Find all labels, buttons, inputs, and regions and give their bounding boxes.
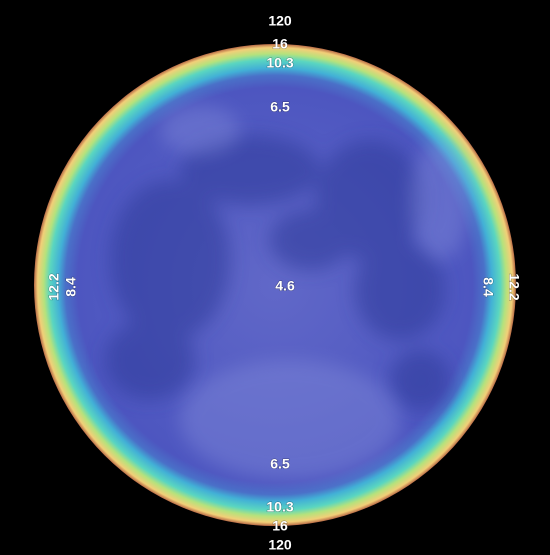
label: 16 (272, 36, 288, 52)
maria (105, 135, 450, 410)
label: 12.2 (46, 273, 62, 300)
label: 12.2 (506, 273, 522, 300)
label: 120 (268, 537, 292, 553)
label: 10.3 (266, 55, 293, 71)
label: 16 (272, 518, 288, 534)
label: 120 (268, 13, 292, 29)
highlands (160, 105, 470, 480)
label: 4.6 (275, 278, 295, 294)
label: 10.3 (266, 499, 293, 515)
label: 8.4 (63, 277, 79, 297)
label: 6.5 (270, 99, 290, 115)
label: 6.5 (270, 456, 290, 472)
label: 8.4 (480, 277, 496, 297)
